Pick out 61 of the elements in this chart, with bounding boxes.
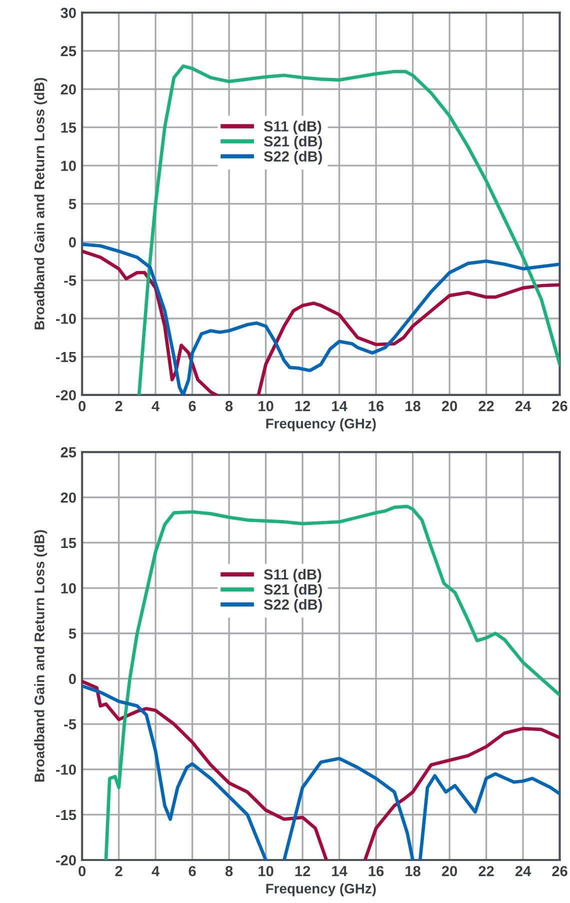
x-tick-label: 6 [188,866,196,876]
x-tick-label: 20 [442,400,458,412]
x-tick-label: 2 [115,400,122,412]
x-tick-label: 24 [515,866,532,876]
x-tick-label: 8 [225,400,233,412]
y-tick-label: 25 [60,447,76,458]
y-tick-label: 20 [60,492,76,503]
x-tick-label: 24 [515,400,532,412]
x-tick-label: 18 [406,866,420,876]
y-axis-title: Broadband Gain and Return Loss (dB) [34,78,48,330]
legend-label: S22 (dB) [264,150,322,164]
x-tick-label: 4 [152,866,160,876]
x-tick-label: 14 [332,866,348,876]
x-tick-label: 14 [332,401,348,412]
x-tick-label: 20 [442,866,458,876]
legend-label: S11 (dB) [264,568,322,582]
y-tick-label: 0 [68,237,76,248]
y-tick-label: -10 [56,314,76,324]
y-tick-label: -20 [56,855,76,866]
y-tick-label: -20 [56,390,76,400]
y-tick-label: 15 [61,122,76,133]
x-tick-label: 8 [225,866,233,876]
y-tick-label: -15 [56,352,76,362]
x-tick-label: 16 [368,866,384,876]
y-tick-label: 0 [68,674,76,684]
y-tick-label: 10 [61,583,76,594]
y-tick-label: 10 [61,160,76,171]
legend-label: S11 (dB) [264,120,322,134]
x-tick-label: 0 [78,400,86,412]
y-tick-label: 15 [61,538,76,548]
legend-label: S22 (dB) [264,599,322,613]
y-tick-label: 25 [60,46,76,56]
y-axis-title: Broadband Gain and Return Loss (dB) [34,530,48,782]
x-tick-label: 18 [406,400,420,412]
line-series [104,504,560,860]
x-tick-label: 16 [368,400,384,412]
legend-label: S21 (dB) [264,584,322,598]
x-tick-label: 2 [115,866,122,876]
x-axis-title: Frequency (GHz) [266,418,376,432]
y-tick-label: 20 [60,84,76,95]
x-tick-label: 4 [152,401,160,412]
legend-label: S21 (dB) [264,136,322,150]
x-tick-label: 12 [295,866,310,876]
y-tick-label: -15 [56,810,76,820]
x-tick-label: 0 [78,866,86,876]
x-tick-label: 26 [552,866,568,876]
y-tick-label: 5 [68,199,76,210]
x-tick-label: 10 [258,400,274,412]
x-tick-label: 22 [478,866,494,876]
y-tick-label: -5 [64,719,76,730]
y-tick-label: 5 [68,628,76,639]
y-tick-label: -10 [56,764,76,775]
x-tick-label: 26 [552,400,568,412]
x-tick-label: 10 [258,866,274,876]
x-tick-label: 6 [188,400,196,412]
x-tick-label: 12 [295,400,310,412]
y-tick-label: -5 [64,276,76,286]
x-axis-title: Frequency (GHz) [266,883,376,896]
y-tick-label: 30 [60,8,76,18]
line-series [137,64,560,395]
x-tick-label: 22 [478,400,494,412]
